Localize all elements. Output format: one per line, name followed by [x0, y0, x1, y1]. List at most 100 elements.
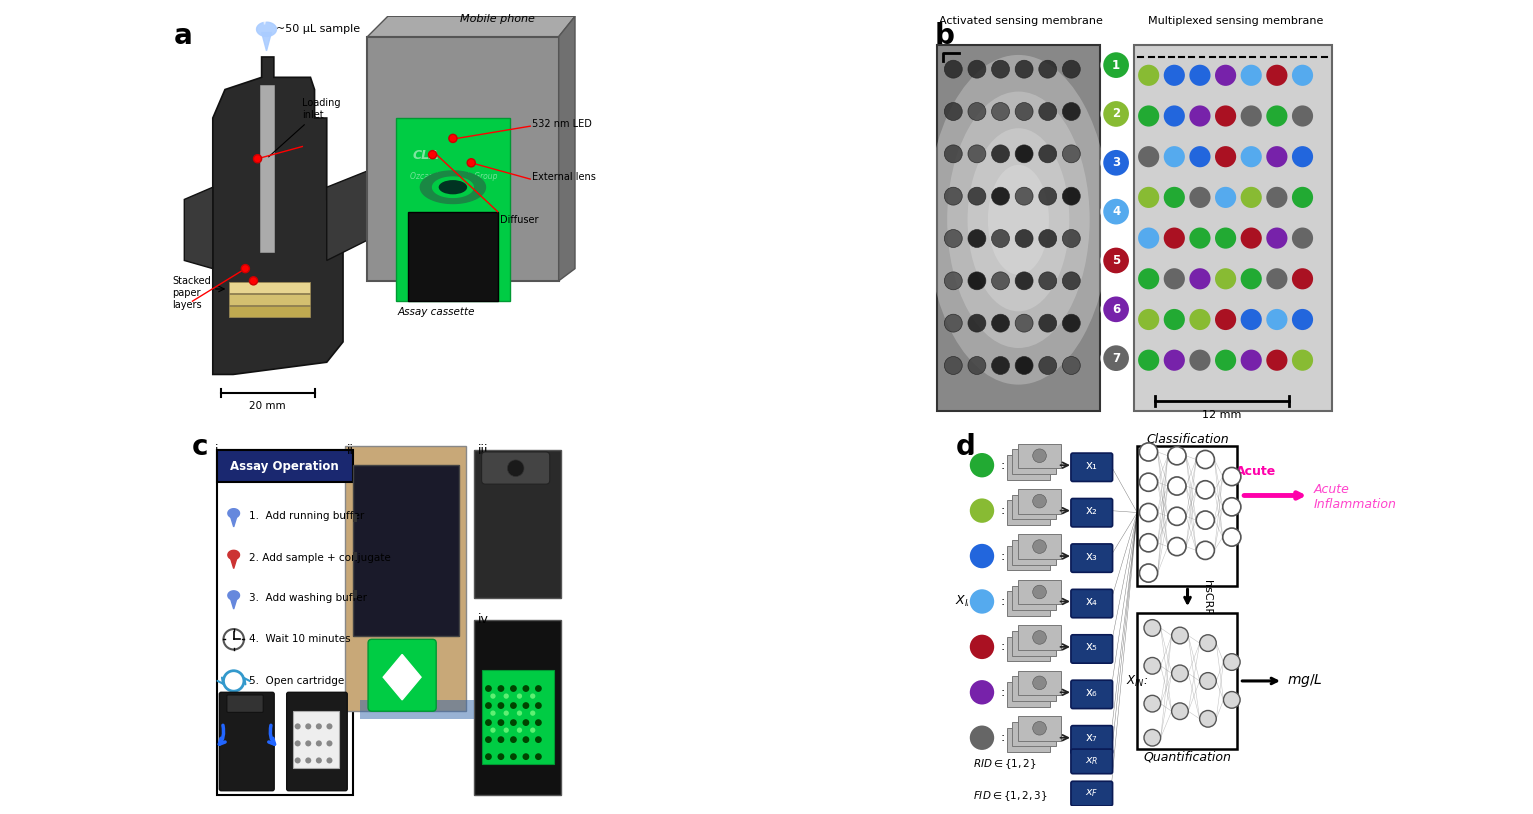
Circle shape — [1190, 187, 1211, 208]
Bar — [353, 590, 357, 597]
Circle shape — [1240, 105, 1262, 126]
Text: 20 mm: 20 mm — [250, 401, 287, 411]
Circle shape — [327, 724, 333, 729]
Circle shape — [1144, 658, 1160, 674]
Text: Multiplexed sensing membrane: Multiplexed sensing membrane — [1148, 16, 1325, 26]
Text: 7: 7 — [1111, 352, 1121, 365]
Circle shape — [1015, 187, 1033, 205]
Circle shape — [498, 702, 504, 709]
Circle shape — [316, 724, 322, 729]
Circle shape — [1240, 350, 1262, 371]
Circle shape — [498, 720, 504, 726]
Text: hsCRP: hsCRP — [1202, 580, 1211, 615]
Circle shape — [1033, 449, 1047, 462]
Circle shape — [484, 685, 492, 692]
Circle shape — [517, 728, 523, 733]
Circle shape — [1102, 246, 1130, 275]
Bar — [481, 670, 553, 764]
Bar — [1134, 45, 1332, 411]
Circle shape — [1015, 60, 1033, 78]
Bar — [1018, 716, 1061, 741]
Polygon shape — [230, 514, 238, 527]
Bar — [1007, 455, 1050, 479]
Circle shape — [1266, 309, 1288, 330]
Circle shape — [1039, 357, 1056, 374]
Circle shape — [1102, 344, 1130, 373]
Bar — [1012, 631, 1056, 655]
Text: x₅: x₅ — [1085, 641, 1098, 654]
Bar — [1012, 585, 1056, 610]
Circle shape — [1164, 187, 1185, 208]
Text: x₁: x₁ — [1085, 459, 1098, 471]
Polygon shape — [264, 16, 267, 24]
Text: External lens: External lens — [532, 172, 596, 182]
Circle shape — [523, 702, 529, 709]
Text: $mg/L$: $mg/L$ — [1286, 672, 1323, 689]
Circle shape — [1033, 676, 1047, 689]
Bar — [1007, 728, 1050, 752]
Circle shape — [1139, 473, 1157, 492]
FancyBboxPatch shape — [287, 692, 348, 790]
Circle shape — [1292, 146, 1314, 167]
Circle shape — [967, 145, 986, 163]
Circle shape — [523, 720, 529, 726]
Circle shape — [1139, 443, 1157, 461]
Circle shape — [1015, 230, 1033, 247]
Bar — [1012, 722, 1056, 746]
Circle shape — [1015, 272, 1033, 290]
Circle shape — [294, 724, 300, 729]
Bar — [1018, 671, 1061, 695]
Circle shape — [1102, 148, 1130, 177]
Circle shape — [1137, 227, 1159, 248]
Circle shape — [491, 711, 495, 716]
Circle shape — [1190, 350, 1211, 371]
Circle shape — [944, 272, 963, 290]
Circle shape — [969, 452, 995, 479]
Bar — [1007, 501, 1050, 525]
Text: a: a — [175, 22, 193, 50]
Circle shape — [1139, 534, 1157, 552]
Circle shape — [510, 720, 517, 726]
Text: :: : — [1001, 686, 1006, 698]
Circle shape — [491, 694, 495, 698]
Polygon shape — [383, 654, 422, 700]
Circle shape — [1027, 454, 1041, 468]
Polygon shape — [228, 550, 239, 559]
Circle shape — [1139, 503, 1157, 522]
Circle shape — [1039, 314, 1056, 332]
FancyBboxPatch shape — [1072, 498, 1113, 527]
Bar — [259, 85, 274, 252]
Text: :: : — [1001, 459, 1006, 471]
Text: i: i — [215, 444, 218, 457]
Circle shape — [1168, 507, 1187, 525]
Bar — [1012, 449, 1056, 474]
Circle shape — [967, 187, 986, 205]
Circle shape — [992, 230, 1009, 247]
FancyBboxPatch shape — [1072, 725, 1113, 754]
Circle shape — [503, 711, 509, 716]
Text: 5.  Open cartridge: 5. Open cartridge — [248, 676, 343, 686]
Circle shape — [1015, 145, 1033, 163]
Text: iv: iv — [478, 613, 489, 626]
Text: Classification: Classification — [1147, 433, 1229, 446]
Ellipse shape — [438, 180, 468, 195]
Circle shape — [1033, 585, 1047, 599]
Text: x₄: x₄ — [1085, 595, 1098, 608]
Circle shape — [1039, 272, 1056, 290]
Circle shape — [1216, 105, 1236, 126]
Circle shape — [1223, 497, 1240, 516]
Text: 12 mm: 12 mm — [1202, 410, 1242, 420]
Circle shape — [1266, 146, 1288, 167]
Circle shape — [944, 145, 963, 163]
Circle shape — [1137, 187, 1159, 208]
Circle shape — [530, 694, 535, 698]
Circle shape — [1144, 729, 1160, 746]
Circle shape — [1039, 145, 1056, 163]
Circle shape — [1062, 357, 1081, 374]
Ellipse shape — [947, 91, 1090, 348]
Circle shape — [1223, 467, 1240, 486]
Text: Activated sensing membrane: Activated sensing membrane — [938, 16, 1102, 26]
Text: $x_R$: $x_R$ — [1085, 755, 1099, 767]
Bar — [228, 294, 311, 305]
Text: 1: 1 — [1111, 59, 1121, 72]
